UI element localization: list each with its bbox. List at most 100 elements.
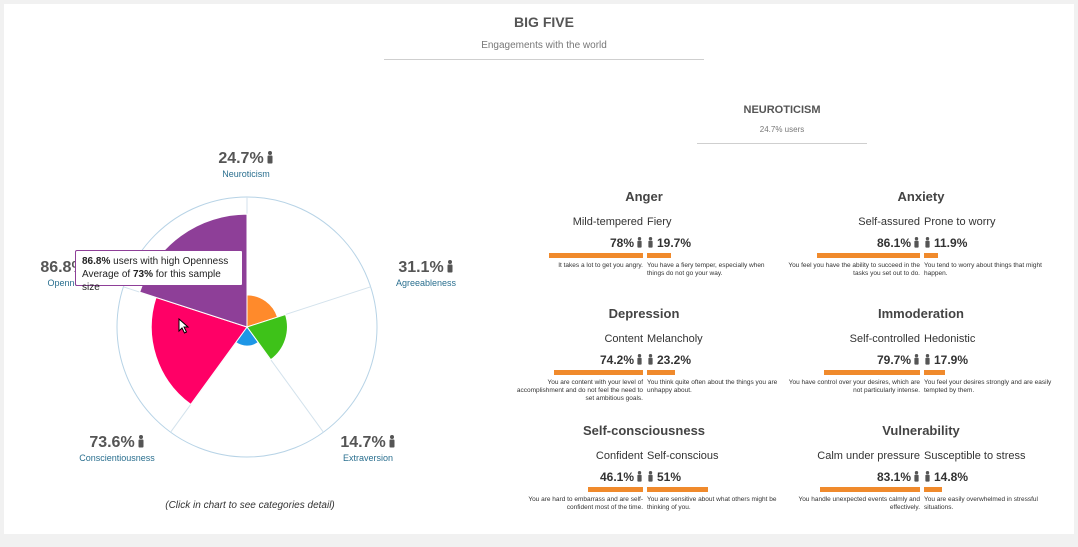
person-icon xyxy=(914,354,919,365)
facet-low-desc: You feel you have the ability to succeed… xyxy=(788,262,920,277)
tooltip-avg: 73% xyxy=(132,269,153,280)
detail-users: 24.7% users xyxy=(759,125,805,134)
person-icon xyxy=(447,260,453,273)
facet-high-bar xyxy=(647,253,671,258)
facet-high-name: Prone to worry xyxy=(924,216,996,228)
facet-low-name: Mild-tempered xyxy=(572,216,643,228)
facet-high-bar xyxy=(647,370,675,375)
trait-name-agreeableness: Agreeableness xyxy=(395,278,457,288)
person-icon xyxy=(389,435,395,448)
trait-name-conscientiousness: Conscientiousness xyxy=(79,453,155,463)
person-icon xyxy=(138,435,144,448)
tooltip-pct: 86.8% xyxy=(82,256,111,267)
facet-low-bar xyxy=(820,487,920,492)
chart-slice-neuroticism[interactable] xyxy=(246,294,279,328)
facet-low-desc: You handle unexpected events calmly and … xyxy=(798,496,920,511)
facet-high-desc: You are sensitive about what others migh… xyxy=(647,496,777,511)
trait-label-agreeableness[interactable]: 31.1% Agreeableness xyxy=(366,259,486,288)
person-icon xyxy=(267,151,273,164)
facet-title: Anxiety xyxy=(897,189,945,204)
facet-high-desc: You have a fiery temper, especially when… xyxy=(647,262,765,277)
facet-high-desc: You think quite often about the things y… xyxy=(647,379,778,394)
facet-title: Vulnerability xyxy=(882,423,960,438)
facet-low-desc: You have control over your desires, whic… xyxy=(788,379,920,394)
chart-hint: (Click in chart to see categories detail… xyxy=(165,500,335,511)
facet-high-bar xyxy=(647,487,709,492)
facet-high-pct: 11.9% xyxy=(924,236,967,250)
facet-low-desc: It takes a lot to get you angry. xyxy=(558,262,643,269)
detail-title: NEUROTICISM xyxy=(743,104,821,116)
page-subtitle: Engagements with the world xyxy=(481,40,607,51)
facet-low-name: Self-assured xyxy=(858,216,920,228)
page-header: BIG FIVE Engagements with the world xyxy=(384,10,704,60)
page-title: BIG FIVE xyxy=(514,14,574,30)
chart-slice-conscientiousness[interactable] xyxy=(150,296,248,406)
trait-pct-extraversion: 14.7% xyxy=(340,434,386,451)
facet-high-pct: 51% xyxy=(647,470,681,484)
facet-high-desc: You are easily overwhelmed in stressful … xyxy=(924,496,1038,511)
facet-low-name: Calm under pressure xyxy=(817,450,920,462)
facet-high-pct: 17.9% xyxy=(924,353,968,367)
chart-slice-agreeableness[interactable] xyxy=(246,313,288,361)
person-icon xyxy=(637,354,642,365)
facet-high-pct: 19.7% xyxy=(647,236,691,250)
facet-low-pct: 74.2% xyxy=(600,353,643,367)
facet-low-pct: 79.7% xyxy=(877,353,920,367)
facet-high-bar xyxy=(924,253,939,258)
person-icon xyxy=(648,237,653,248)
trait-name-neuroticism: Neuroticism xyxy=(222,169,270,179)
person-icon xyxy=(925,354,930,365)
trait-pct-neuroticism: 24.7% xyxy=(218,150,264,167)
facet-low-bar xyxy=(816,253,920,258)
trait-label-extraversion[interactable]: 14.7% Extraversion xyxy=(308,434,428,463)
facet-low-bar xyxy=(549,253,643,258)
facet-low-name: Content xyxy=(604,333,643,345)
mouse-cursor-icon xyxy=(178,318,190,334)
person-icon xyxy=(637,237,642,248)
tooltip-line2-prefix: Average of xyxy=(82,269,133,280)
facet-low-pct-value: 79.7% xyxy=(876,353,911,367)
trait-pct-agreeableness: 31.1% xyxy=(398,259,444,276)
person-icon xyxy=(925,237,930,248)
person-icon xyxy=(648,354,653,365)
facet-high-bar xyxy=(924,370,946,375)
facet-low-bar xyxy=(587,487,643,492)
facet-high-name: Self-conscious xyxy=(647,450,719,462)
facet-low-bar xyxy=(824,370,920,375)
trait-name-openness: Openness xyxy=(47,278,89,288)
facet-high-name: Susceptible to stress xyxy=(924,450,1026,462)
detail-header: NEUROTICISM 24.7% users xyxy=(697,96,867,144)
trait-label-conscientiousness[interactable]: 73.6% Conscientiousness xyxy=(57,434,177,463)
person-icon xyxy=(925,471,930,482)
facet-low-pct-value: 86.1% xyxy=(876,236,911,250)
facet-high-desc: You feel your desires strongly and are e… xyxy=(924,379,1052,394)
facet-low-bar xyxy=(553,370,643,375)
facet-high-bar xyxy=(924,487,942,492)
facet-low-name: Self-controlled xyxy=(849,333,920,345)
facet-title: Anger xyxy=(625,189,663,204)
trait-name-extraversion: Extraversion xyxy=(342,453,394,463)
facet-high-pct-value: 14.8% xyxy=(934,470,969,484)
trait-pct-conscientiousness: 73.6% xyxy=(89,434,135,451)
facet-low-pct: 86.1% xyxy=(877,236,920,250)
trait-label-neuroticism[interactable]: 24.7% Neuroticism xyxy=(186,150,306,179)
facet-high-desc: You tend to worry about things that migh… xyxy=(924,262,1042,277)
person-icon xyxy=(914,237,919,248)
facet-high-name: Fiery xyxy=(647,216,672,228)
facet-high-name: Hedonistic xyxy=(924,333,976,345)
facet-low-pct: 46.1% xyxy=(600,470,643,484)
tooltip-line1: users with high Openness xyxy=(110,256,229,267)
person-icon xyxy=(914,471,919,482)
facet-high-pct-value: 51% xyxy=(657,470,682,484)
facet-title: Depression xyxy=(608,306,680,321)
facet-low-pct-value: 46.1% xyxy=(599,470,634,484)
facet-low-pct: 83.1% xyxy=(877,470,920,484)
facet-low-desc: You are content with your level of accom… xyxy=(516,379,643,402)
tooltip-line2-suffix: for this sample size xyxy=(82,269,221,293)
facet-low-pct-value: 74.2% xyxy=(599,353,634,367)
facet-title: Self-consciousness xyxy=(582,423,706,438)
facet-low-name: Confident xyxy=(595,450,643,462)
facet-low-pct: 78% xyxy=(610,236,643,250)
facet-high-pct-value: 11.9% xyxy=(934,236,968,250)
